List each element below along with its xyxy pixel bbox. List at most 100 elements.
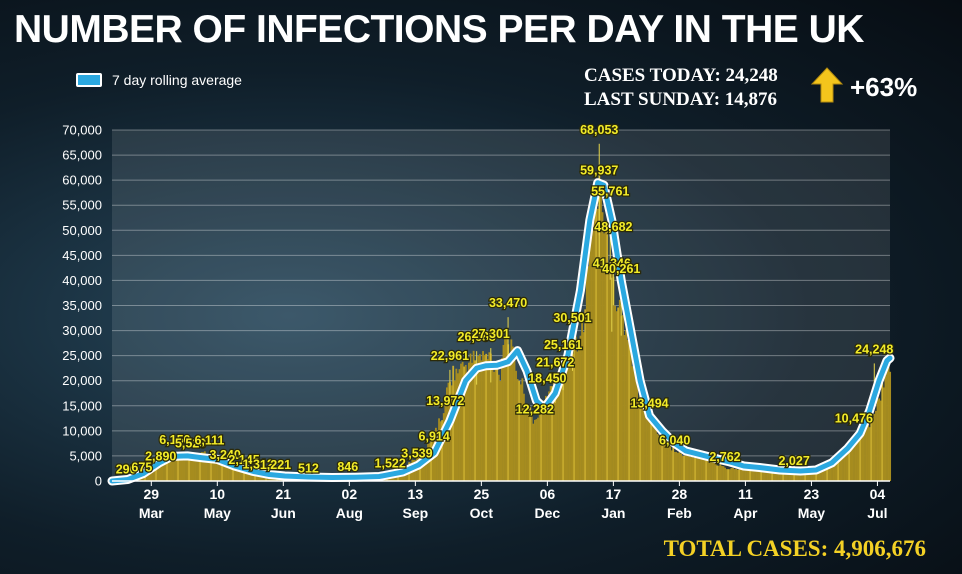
bar [526,408,528,481]
bar [243,471,246,481]
data-label: 22,961 [431,349,469,363]
bar [255,474,258,481]
y-tick-label: 15,000 [62,398,102,413]
bar [527,407,530,481]
last-sunday: LAST SUNDAY: 14,876 [584,89,778,110]
bar [554,387,557,481]
bar [164,461,167,481]
bar [662,439,665,481]
bar [581,313,583,481]
bar [258,474,261,481]
y-tick-label: 25,000 [62,348,102,363]
bar [472,350,475,481]
y-tick-label: 5,000 [69,448,102,463]
bar [224,465,227,481]
bar [774,471,777,481]
bar [230,469,233,481]
bar [772,470,775,481]
bar [235,470,238,481]
bar [735,468,738,481]
bar [865,422,868,481]
bar [585,268,588,481]
bar [686,454,689,481]
bar [741,468,744,481]
bar [801,470,804,481]
bar [565,363,568,481]
bar [449,381,451,481]
bar [862,430,865,481]
bar [589,242,591,481]
bar [563,369,566,481]
bar [689,457,692,481]
bar [672,447,675,481]
bar [882,387,885,481]
bar [504,336,506,481]
bar [593,198,596,481]
bar [574,336,577,481]
bar [158,463,161,481]
bar [738,469,741,481]
bar [678,451,681,481]
bar [612,276,615,481]
bar [568,354,571,481]
bar [706,460,709,481]
bar [761,469,764,481]
bar [579,335,582,481]
total-cases: TOTAL CASES: 4,906,676 [663,536,926,561]
bar [188,457,191,481]
bar [543,400,546,481]
bar [655,428,657,481]
bar [551,386,554,481]
bar [765,469,767,481]
bar [853,440,855,481]
bar [867,419,870,481]
bar [497,374,500,481]
bar [236,469,239,481]
bar [423,450,426,481]
x-tick-month-label: Oct [470,505,494,521]
bar [886,367,888,481]
bar [534,419,536,481]
bar [667,444,670,481]
bar [620,316,623,481]
data-label: 2,027 [778,454,809,468]
data-label: 25,161 [544,338,582,352]
bar [196,453,198,481]
bar [210,459,213,481]
data-label: 40,261 [602,262,640,276]
bar [431,439,434,481]
bar [232,468,235,481]
data-label: 3,539 [401,446,432,460]
bar [191,457,194,481]
bar [529,407,532,481]
y-tick-label: 0 [95,474,102,489]
bar [732,467,734,481]
bar [441,420,444,481]
bar [570,361,572,481]
data-label: 10,476 [835,411,873,425]
bar [637,397,640,481]
bar [150,469,153,481]
bar [826,464,829,481]
bar [681,456,684,481]
bar [147,471,150,481]
bar [205,455,208,481]
bar [571,353,574,481]
bar [478,354,481,481]
x-tick-label: 21 [276,486,292,502]
bar [644,412,646,481]
bar [699,458,701,481]
bar [694,456,697,481]
bar [238,470,241,481]
bar [670,450,673,481]
bar [513,354,516,481]
bar [639,390,642,481]
bar [582,332,585,481]
bar [540,410,543,481]
bar [702,458,704,481]
bar [510,339,513,481]
bar [628,342,631,481]
bar [607,269,610,481]
bar [464,364,467,481]
y-tick-label: 50,000 [62,223,102,238]
